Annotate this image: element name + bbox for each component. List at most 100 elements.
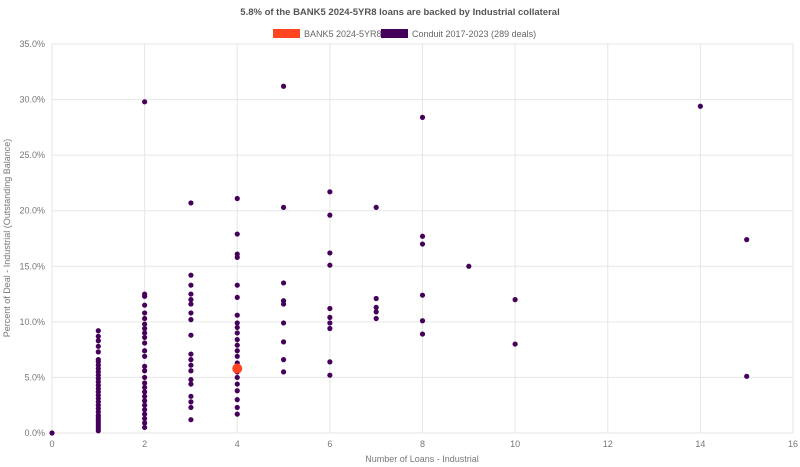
- conduit-point[interactable]: [188, 399, 194, 405]
- conduit-point[interactable]: [142, 411, 148, 417]
- conduit-point[interactable]: [142, 424, 148, 431]
- conduit-point[interactable]: [234, 353, 240, 359]
- conduit-point[interactable]: [280, 280, 287, 286]
- conduit-point[interactable]: [188, 310, 194, 316]
- conduit-point[interactable]: [280, 369, 287, 375]
- conduit-point[interactable]: [234, 404, 240, 411]
- conduit-point[interactable]: [142, 380, 148, 386]
- conduit-point[interactable]: [142, 348, 148, 354]
- legend-label-conduit[interactable]: Conduit 2017-2023 (289 deals): [412, 29, 536, 39]
- conduit-point[interactable]: [419, 114, 426, 120]
- conduit-point[interactable]: [373, 295, 379, 302]
- conduit-point[interactable]: [142, 415, 148, 422]
- conduit-point[interactable]: [419, 241, 426, 247]
- conduit-point[interactable]: [142, 374, 148, 381]
- conduit-point[interactable]: [234, 411, 240, 417]
- conduit-point[interactable]: [142, 334, 148, 341]
- conduit-point[interactable]: [234, 348, 240, 354]
- conduit-point[interactable]: [95, 357, 101, 363]
- conduit-point[interactable]: [327, 359, 333, 365]
- conduit-point[interactable]: [188, 377, 194, 383]
- conduit-point[interactable]: [744, 237, 750, 243]
- conduit-point[interactable]: [234, 294, 240, 301]
- conduit-point[interactable]: [188, 317, 194, 323]
- conduit-point[interactable]: [234, 320, 240, 326]
- conduit-point[interactable]: [142, 398, 148, 404]
- conduit-point[interactable]: [234, 324, 240, 331]
- conduit-point[interactable]: [280, 320, 287, 326]
- conduit-point[interactable]: [188, 381, 194, 387]
- conduit-point[interactable]: [234, 195, 240, 202]
- conduit-point[interactable]: [234, 342, 240, 348]
- conduit-point[interactable]: [327, 189, 333, 195]
- conduit-point[interactable]: [327, 212, 333, 218]
- conduit-point[interactable]: [142, 389, 148, 395]
- conduit-point[interactable]: [95, 349, 101, 355]
- conduit-point[interactable]: [373, 204, 379, 210]
- conduit-point[interactable]: [95, 343, 101, 349]
- conduit-point[interactable]: [188, 417, 194, 423]
- conduit-point[interactable]: [188, 282, 194, 288]
- conduit-point[interactable]: [95, 338, 101, 344]
- conduit-point[interactable]: [744, 373, 750, 379]
- conduit-point[interactable]: [280, 204, 287, 210]
- conduit-point[interactable]: [188, 362, 194, 368]
- conduit-point[interactable]: [234, 330, 240, 336]
- conduit-point[interactable]: [419, 233, 426, 239]
- conduit-point[interactable]: [234, 388, 240, 394]
- conduit-point[interactable]: [697, 103, 703, 109]
- conduit-point[interactable]: [142, 310, 148, 316]
- bank5-point[interactable]: [232, 363, 243, 374]
- conduit-point[interactable]: [419, 331, 426, 337]
- conduit-point[interactable]: [280, 339, 287, 345]
- conduit-point[interactable]: [142, 407, 148, 413]
- conduit-point[interactable]: [142, 330, 148, 336]
- conduit-point[interactable]: [234, 282, 240, 288]
- conduit-point[interactable]: [188, 393, 194, 399]
- conduit-point[interactable]: [327, 320, 333, 326]
- conduit-point[interactable]: [188, 332, 194, 338]
- conduit-point[interactable]: [327, 305, 333, 312]
- conduit-point[interactable]: [327, 250, 333, 256]
- conduit-point[interactable]: [142, 363, 148, 369]
- conduit-point[interactable]: [142, 291, 148, 297]
- conduit-point[interactable]: [327, 314, 333, 321]
- conduit-point[interactable]: [234, 312, 240, 318]
- conduit-point[interactable]: [142, 393, 148, 399]
- conduit-point[interactable]: [419, 318, 426, 324]
- conduit-point[interactable]: [142, 315, 148, 322]
- conduit-point[interactable]: [142, 420, 148, 426]
- conduit-point[interactable]: [466, 263, 472, 269]
- conduit-point[interactable]: [142, 384, 148, 391]
- conduit-point[interactable]: [234, 397, 240, 403]
- conduit-point[interactable]: [373, 309, 379, 315]
- conduit-point[interactable]: [49, 430, 55, 436]
- conduit-point[interactable]: [142, 353, 148, 359]
- conduit-point[interactable]: [142, 340, 148, 346]
- conduit-point[interactable]: [95, 328, 101, 334]
- legend-swatch-conduit[interactable]: [381, 29, 408, 38]
- legend-swatch-bank5[interactable]: [273, 29, 300, 38]
- conduit-point[interactable]: [142, 368, 148, 374]
- conduit-point[interactable]: [188, 351, 194, 357]
- conduit-point[interactable]: [142, 321, 148, 327]
- conduit-point[interactable]: [142, 302, 148, 308]
- conduit-point[interactable]: [234, 381, 240, 387]
- conduit-point[interactable]: [327, 325, 333, 332]
- conduit-point[interactable]: [234, 374, 240, 381]
- conduit-point[interactable]: [188, 357, 194, 363]
- conduit-point[interactable]: [188, 404, 194, 411]
- conduit-point[interactable]: [280, 83, 287, 89]
- conduit-point[interactable]: [188, 291, 194, 297]
- conduit-point[interactable]: [373, 315, 379, 322]
- conduit-point[interactable]: [188, 297, 194, 303]
- conduit-point[interactable]: [234, 251, 240, 257]
- conduit-point[interactable]: [234, 231, 240, 237]
- conduit-point[interactable]: [280, 298, 287, 304]
- conduit-point[interactable]: [188, 200, 194, 206]
- conduit-point[interactable]: [95, 333, 101, 339]
- conduit-point[interactable]: [327, 372, 333, 378]
- conduit-point[interactable]: [234, 337, 240, 343]
- conduit-point[interactable]: [512, 341, 518, 347]
- conduit-point[interactable]: [188, 272, 194, 278]
